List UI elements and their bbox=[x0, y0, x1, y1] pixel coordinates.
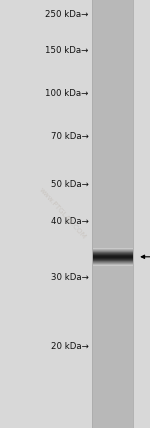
Bar bbox=[92, 0, 93, 428]
Text: 70 kDa→: 70 kDa→ bbox=[51, 131, 88, 141]
Text: 20 kDa→: 20 kDa→ bbox=[51, 342, 88, 351]
Bar bbox=[133, 0, 134, 428]
Text: 40 kDa→: 40 kDa→ bbox=[51, 217, 88, 226]
Text: 150 kDa→: 150 kDa→ bbox=[45, 46, 88, 55]
Text: 100 kDa→: 100 kDa→ bbox=[45, 89, 88, 98]
Text: 250 kDa→: 250 kDa→ bbox=[45, 9, 88, 19]
Text: www.PTGLAB.COM: www.PTGLAB.COM bbox=[38, 187, 88, 241]
Text: 50 kDa→: 50 kDa→ bbox=[51, 180, 88, 190]
Text: 30 kDa→: 30 kDa→ bbox=[51, 273, 88, 282]
Bar bbox=[92, 0, 134, 428]
